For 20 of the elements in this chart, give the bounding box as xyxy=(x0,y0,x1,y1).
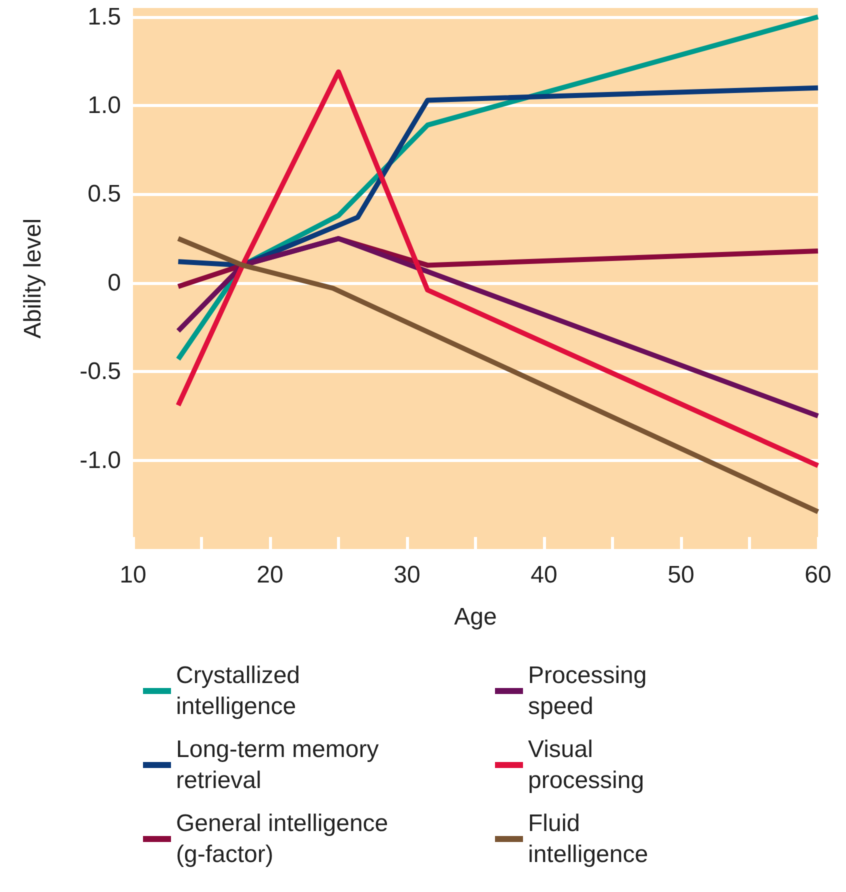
x-tick-label: 40 xyxy=(530,562,558,588)
legend-label: Fluid intelligence xyxy=(528,810,648,868)
y-tick-label: -0.5 xyxy=(80,358,121,386)
legend-label: Long-term memory retrieval xyxy=(176,736,386,794)
legend-label: Processing speed xyxy=(528,662,654,720)
y-tick-label: 1.5 xyxy=(88,3,121,30)
y-tick-label: -1.0 xyxy=(80,446,121,474)
x-tick-label: 30 xyxy=(394,562,420,588)
y-tick-label: 0.5 xyxy=(88,180,121,208)
legend-label: General intelligence (g-factor) xyxy=(176,810,395,868)
x-axis-title: Age xyxy=(454,604,497,630)
x-tick-label: 20 xyxy=(256,562,284,588)
y-axis-title: Ability level xyxy=(20,218,46,339)
legend-label: Crystallized intelligence xyxy=(176,662,307,720)
x-tick-label: 10 xyxy=(120,562,146,588)
y-tick-label: 0 xyxy=(108,269,121,296)
y-tick-label: 1.0 xyxy=(88,92,121,120)
legend-label: Visual processing xyxy=(528,736,644,794)
x-tick-label: 60 xyxy=(804,562,832,588)
x-tick-label: 50 xyxy=(668,562,694,588)
